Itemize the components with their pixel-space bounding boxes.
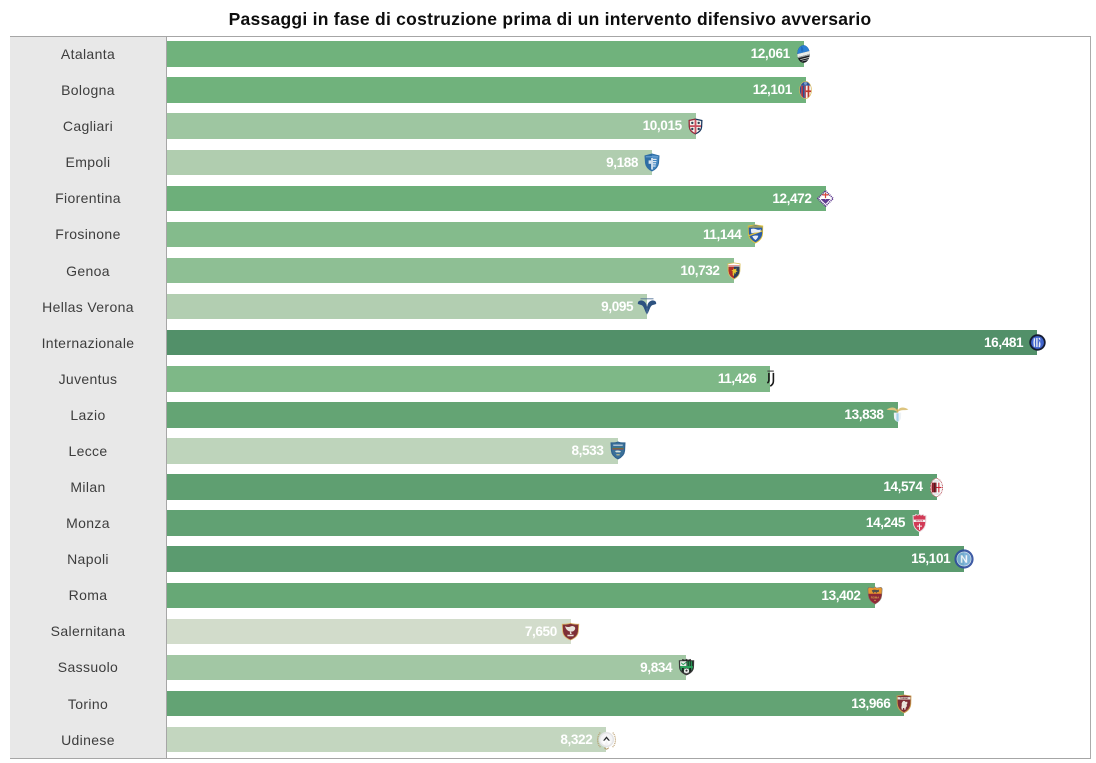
svg-text:ROMA: ROMA (870, 595, 879, 599)
svg-text:TORINO: TORINO (900, 698, 909, 700)
svg-text:MONZA: MONZA (915, 520, 923, 523)
